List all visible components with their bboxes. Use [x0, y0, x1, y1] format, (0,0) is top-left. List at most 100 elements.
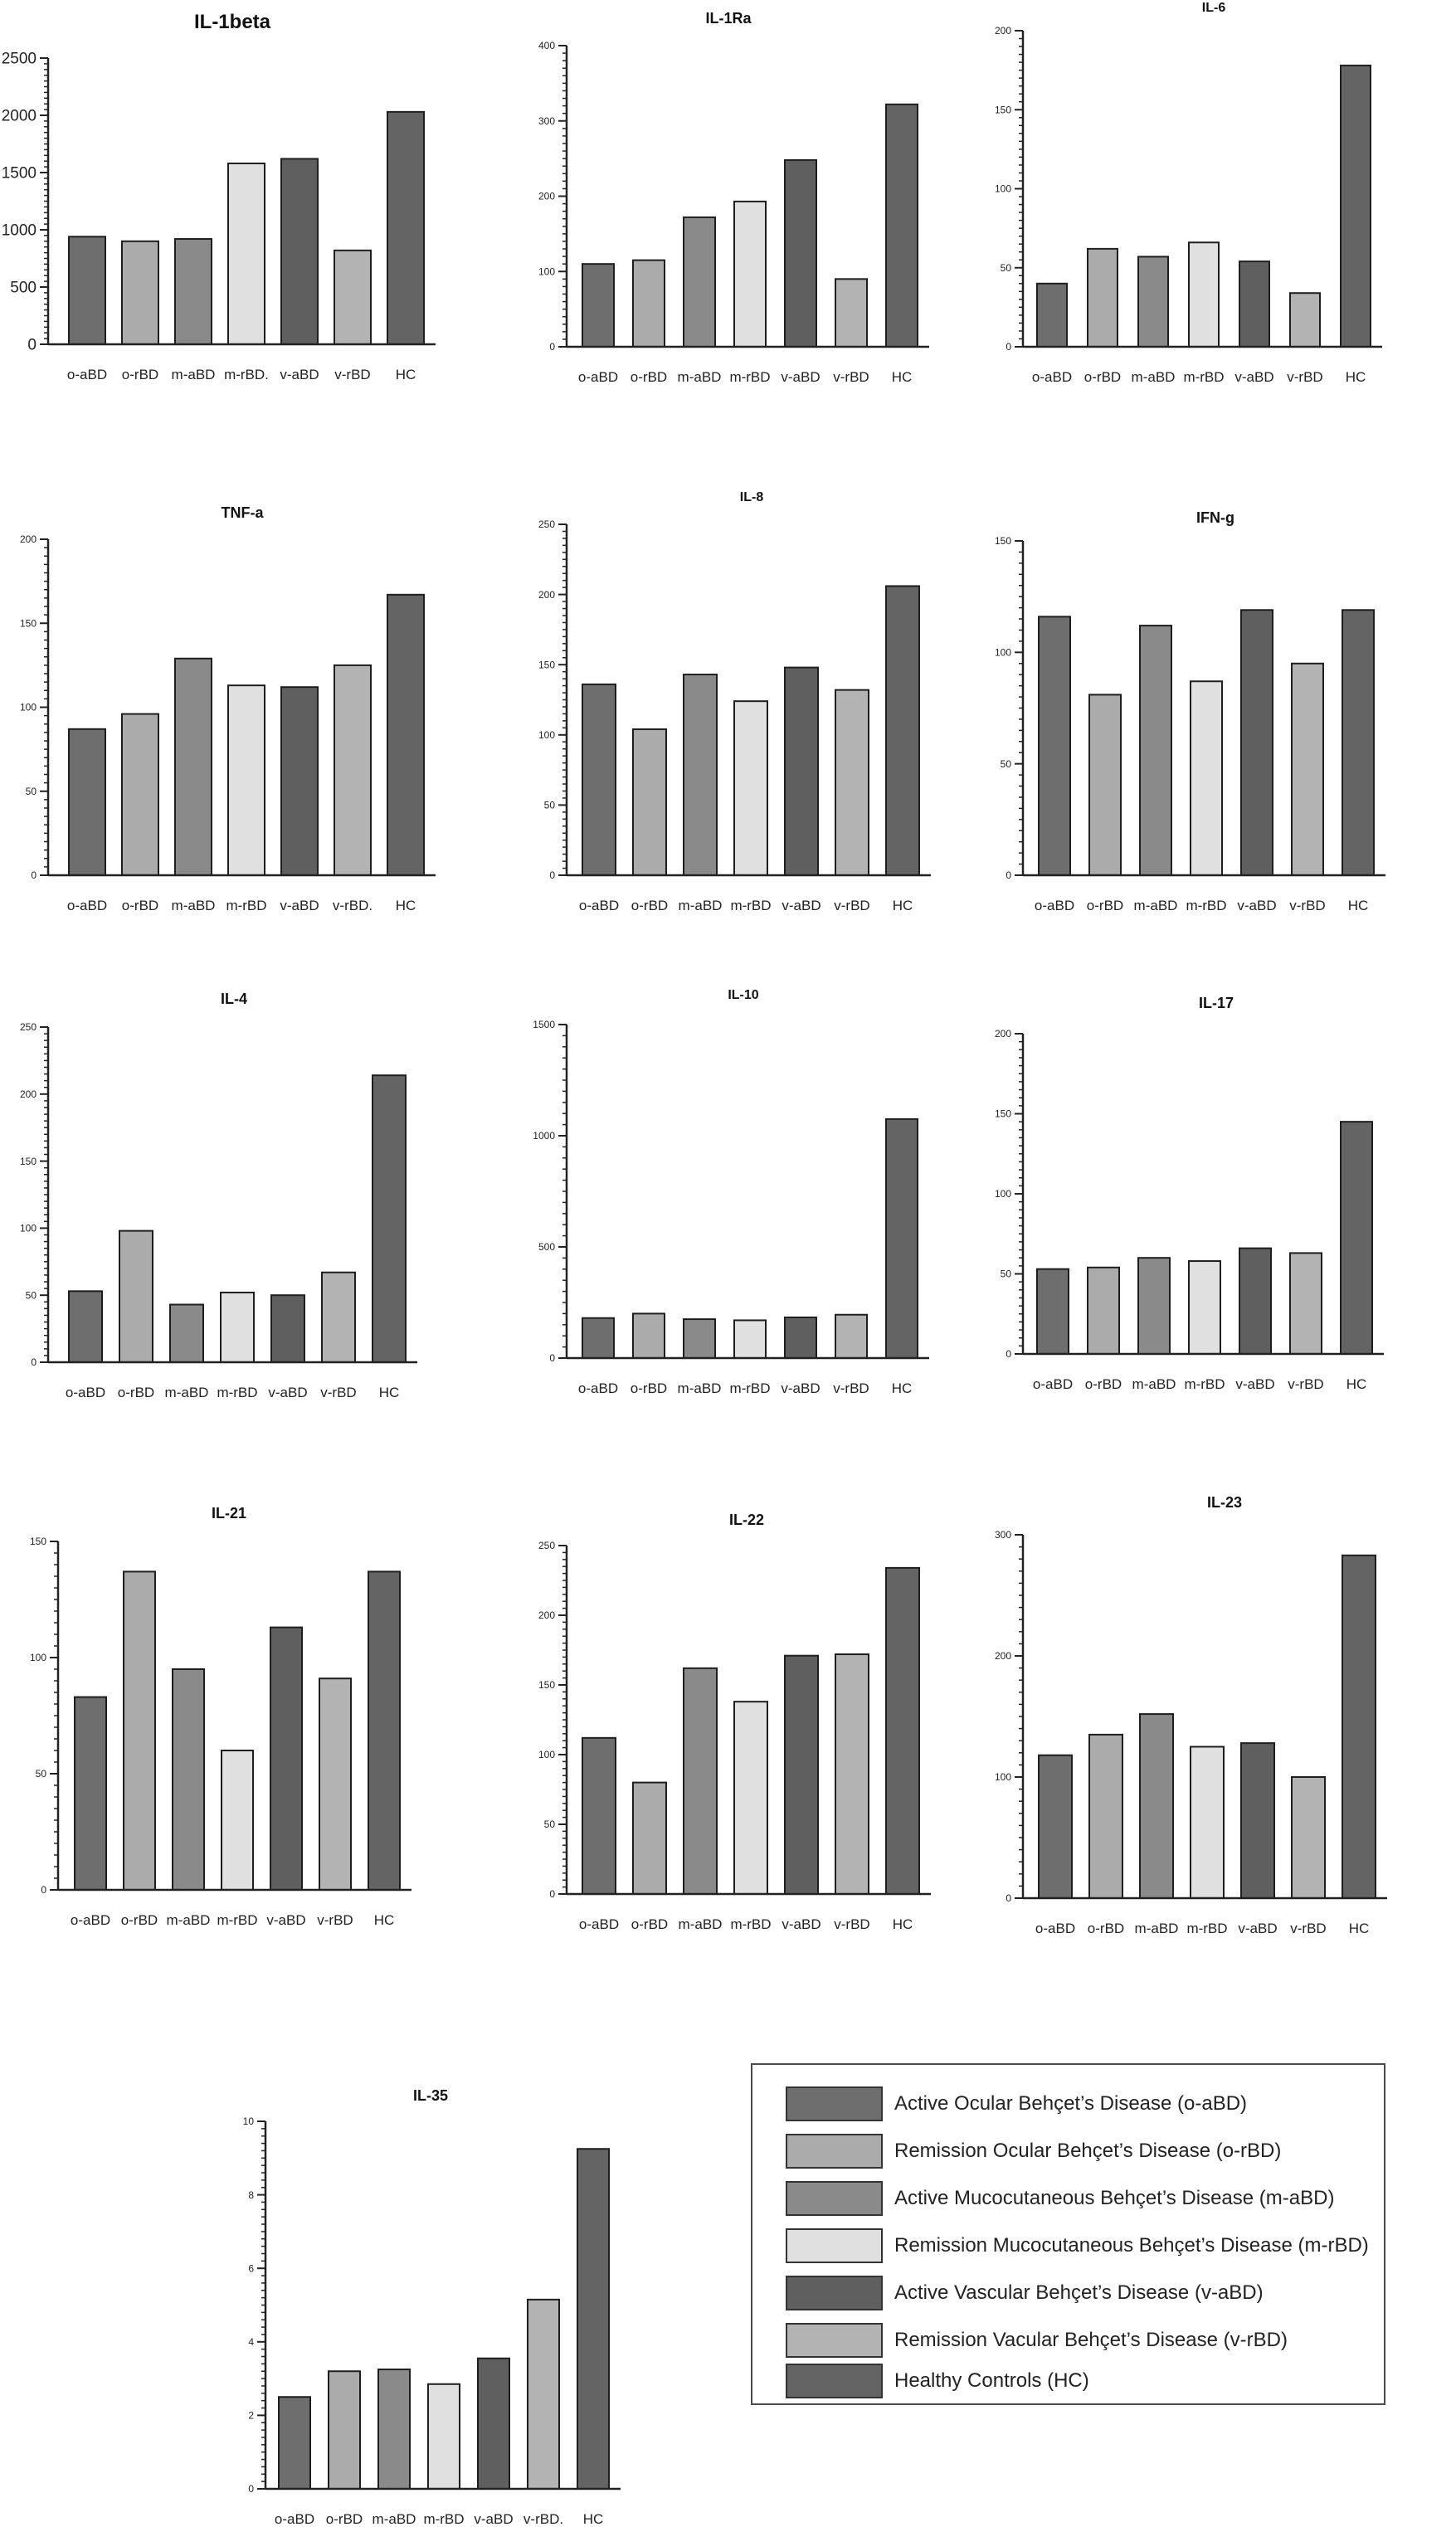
- bar-v-rbd: [319, 1677, 352, 1891]
- x-tick-label: v-aBD: [782, 1916, 821, 1932]
- bar-hc: [885, 1566, 920, 1895]
- x-tick-label: m-rBD: [729, 1380, 770, 1396]
- bar-hc: [1340, 1121, 1373, 1356]
- chart-title: IL-21: [212, 1505, 246, 1522]
- chart-il-10: IL-10 0 500 1000 1500 o-aBD o-rBD m-aBD m-rBD v-a…: [533, 988, 929, 1396]
- bar-m-abd: [377, 2369, 411, 2490]
- chart-title: IL-6: [1202, 1, 1226, 15]
- y-tick-label: 6: [248, 2262, 254, 2274]
- x-tick-label: HC: [892, 1380, 913, 1396]
- bar-m-rbd: [1190, 1746, 1225, 1899]
- y-tick-label: 100: [538, 729, 555, 741]
- x-tick-label: v-rBD: [1287, 369, 1322, 385]
- x-tick-label: o-rBD: [1088, 1921, 1124, 1936]
- bar-v-rbd: [1289, 292, 1321, 348]
- x-tick-label: v-rBD: [833, 369, 869, 385]
- bar-v-rbd: [527, 2298, 560, 2490]
- x-tick-label: o-aBD: [1032, 369, 1072, 385]
- bar-v-rbd: [835, 278, 868, 348]
- x-tick-label: v-rBD: [833, 1380, 869, 1396]
- chart-title: IL-17: [1199, 995, 1234, 1011]
- y-tick-label: 150: [30, 1536, 46, 1547]
- y-tick-label: 250: [20, 1021, 37, 1033]
- bar-m-rbd: [733, 1319, 767, 1359]
- bar-m-abd: [1137, 1257, 1171, 1355]
- y-tick-label: 150: [20, 617, 37, 629]
- legend-swatch-hc: [786, 2364, 883, 2398]
- bar-v-abd: [784, 158, 817, 348]
- y-tick-label: 50: [1001, 758, 1012, 770]
- bar-o-rbd: [632, 1312, 665, 1360]
- bar-m-abd: [1139, 1713, 1174, 1900]
- y-tick-label: 0: [1006, 1892, 1011, 1904]
- legend-label: Active Ocular Behçet’s Disease (o-aBD): [894, 2092, 1248, 2115]
- y-tick-label: 200: [995, 1028, 1011, 1040]
- legend-item-hc: Healthy Controls (HC): [786, 2362, 1089, 2400]
- bar-v-rbd: [334, 249, 372, 345]
- x-tick-label: m-rBD: [1183, 369, 1224, 385]
- bar-v-abd: [784, 1654, 819, 1895]
- y-tick-label: 100: [20, 1223, 37, 1234]
- y-tick-label: 150: [538, 659, 555, 670]
- bar-o-abd: [1036, 282, 1068, 348]
- chart-title: IL-4: [221, 991, 247, 1007]
- x-tick-label: HC: [1346, 1376, 1367, 1392]
- bar-m-rbd: [221, 1750, 254, 1891]
- x-tick-label: o-rBD: [1087, 898, 1123, 913]
- x-tick-label: v-rBD: [1290, 1921, 1326, 1936]
- bar-o-abd: [68, 1290, 103, 1364]
- x-tick-label: m-aBD: [1132, 369, 1176, 385]
- legend-label: Healthy Controls (HC): [894, 2369, 1089, 2392]
- x-tick-label: v-rBD.: [333, 898, 373, 913]
- bar-v-rbd: [1289, 1252, 1322, 1356]
- x-tick-label: o-aBD: [71, 1912, 110, 1928]
- y-tick-label: 50: [544, 800, 556, 811]
- bar-hc: [885, 103, 918, 348]
- bar-v-abd: [270, 1626, 303, 1891]
- bar-o-abd: [582, 1317, 615, 1360]
- legend-item-v-rbd: Remission Vacular Behçet’s Disease (v-rB…: [786, 2321, 1288, 2359]
- x-tick-label: o-aBD: [579, 898, 619, 913]
- x-tick-label: v-aBD: [1237, 898, 1276, 913]
- x-tick-label: m-rBD: [1186, 1921, 1227, 1936]
- x-tick-label: o-rBD: [326, 2511, 363, 2527]
- y-tick-label: 0: [1006, 341, 1011, 353]
- legend-label: Remission Mucocutaneous Behçet’s Disease…: [894, 2234, 1369, 2257]
- bar-m-abd: [172, 1668, 205, 1891]
- x-tick-label: v-aBD: [1238, 1921, 1277, 1936]
- y-tick-label: 0: [31, 1356, 37, 1368]
- y-tick-label: 100: [538, 265, 555, 277]
- legend: Active Ocular Behçet’s Disease (o-aBD) R…: [751, 2063, 1385, 2405]
- x-tick-label: HC: [583, 2511, 604, 2527]
- x-tick-label: HC: [893, 898, 913, 913]
- x-tick-label: o-rBD: [121, 1912, 158, 1928]
- legend-swatch-v-rbd: [786, 2323, 883, 2358]
- bar-m-rbd: [427, 2383, 460, 2490]
- legend-swatch-m-abd: [786, 2181, 883, 2216]
- x-tick-label: m-rBD: [729, 369, 770, 385]
- bar-m-rbd: [733, 1701, 768, 1895]
- x-tick-label: v-rBD: [317, 1912, 353, 1928]
- bar-o-abd: [582, 1736, 616, 1896]
- y-tick-label: 0: [27, 337, 37, 354]
- x-tick-label: o-aBD: [67, 367, 107, 382]
- y-tick-label: 400: [538, 40, 555, 51]
- y-tick-label: 4: [248, 2336, 254, 2348]
- bar-v-abd: [1239, 1247, 1272, 1355]
- x-tick-label: v-aBD: [781, 369, 820, 385]
- bar-o-abd: [1038, 1754, 1073, 1899]
- y-tick-label: 0: [248, 2483, 254, 2495]
- x-tick-label: HC: [396, 898, 416, 913]
- bar-o-rbd: [1087, 1266, 1120, 1356]
- x-tick-label: m-rBD: [730, 898, 771, 913]
- chart-ifn-g: IFN-g 0 50 100 150 o-aBD o-rBD m-aBD m-rBD v-aBD v…: [995, 509, 1385, 913]
- x-tick-label: o-rBD: [631, 1380, 667, 1396]
- legend-label: Remission Ocular Behçet’s Disease (o-rBD…: [894, 2140, 1282, 2162]
- chart-il-6: IL-6 0 50 100 150 200 o-aBD o-rBD m-aBD m-rBD v-aB…: [995, 1, 1382, 385]
- y-tick-label: 0: [1006, 869, 1011, 881]
- x-tick-label: HC: [379, 1385, 400, 1400]
- bar-o-rbd: [121, 713, 159, 876]
- x-tick-label: m-aBD: [678, 1380, 722, 1396]
- bar-m-abd: [683, 216, 716, 348]
